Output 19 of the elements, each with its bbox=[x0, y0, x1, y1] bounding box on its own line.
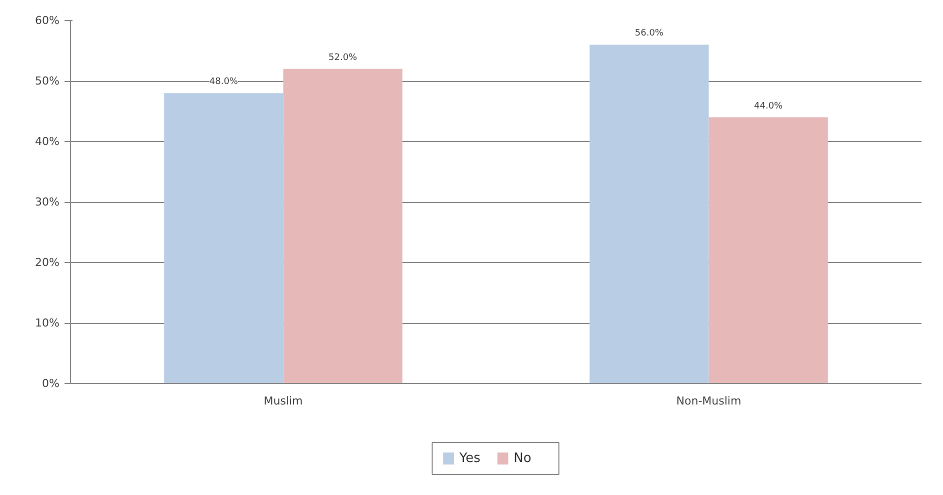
data-label: 52.0% bbox=[328, 52, 358, 63]
legend-label: No bbox=[514, 451, 532, 466]
data-label: 44.0% bbox=[754, 101, 784, 112]
x-tick-label: Non-Muslim bbox=[676, 394, 742, 408]
data-label: 56.0% bbox=[634, 28, 664, 39]
bar bbox=[283, 68, 402, 384]
y-tick-label: 10% bbox=[35, 316, 60, 330]
data-label: 48.0% bbox=[209, 77, 238, 88]
legend-label: Yes bbox=[458, 451, 481, 466]
bar bbox=[708, 117, 828, 384]
y-tick-label: 0% bbox=[42, 377, 60, 390]
y-tick-label: 50% bbox=[35, 74, 60, 88]
x-tick-label: Muslim bbox=[264, 394, 303, 408]
y-tick-label: 40% bbox=[35, 135, 60, 148]
y-tick-label: 30% bbox=[35, 196, 60, 208]
y-tick-label: 60% bbox=[35, 14, 60, 27]
y-tick-label: 20% bbox=[35, 256, 60, 269]
bar bbox=[164, 93, 284, 384]
bar bbox=[590, 44, 709, 384]
